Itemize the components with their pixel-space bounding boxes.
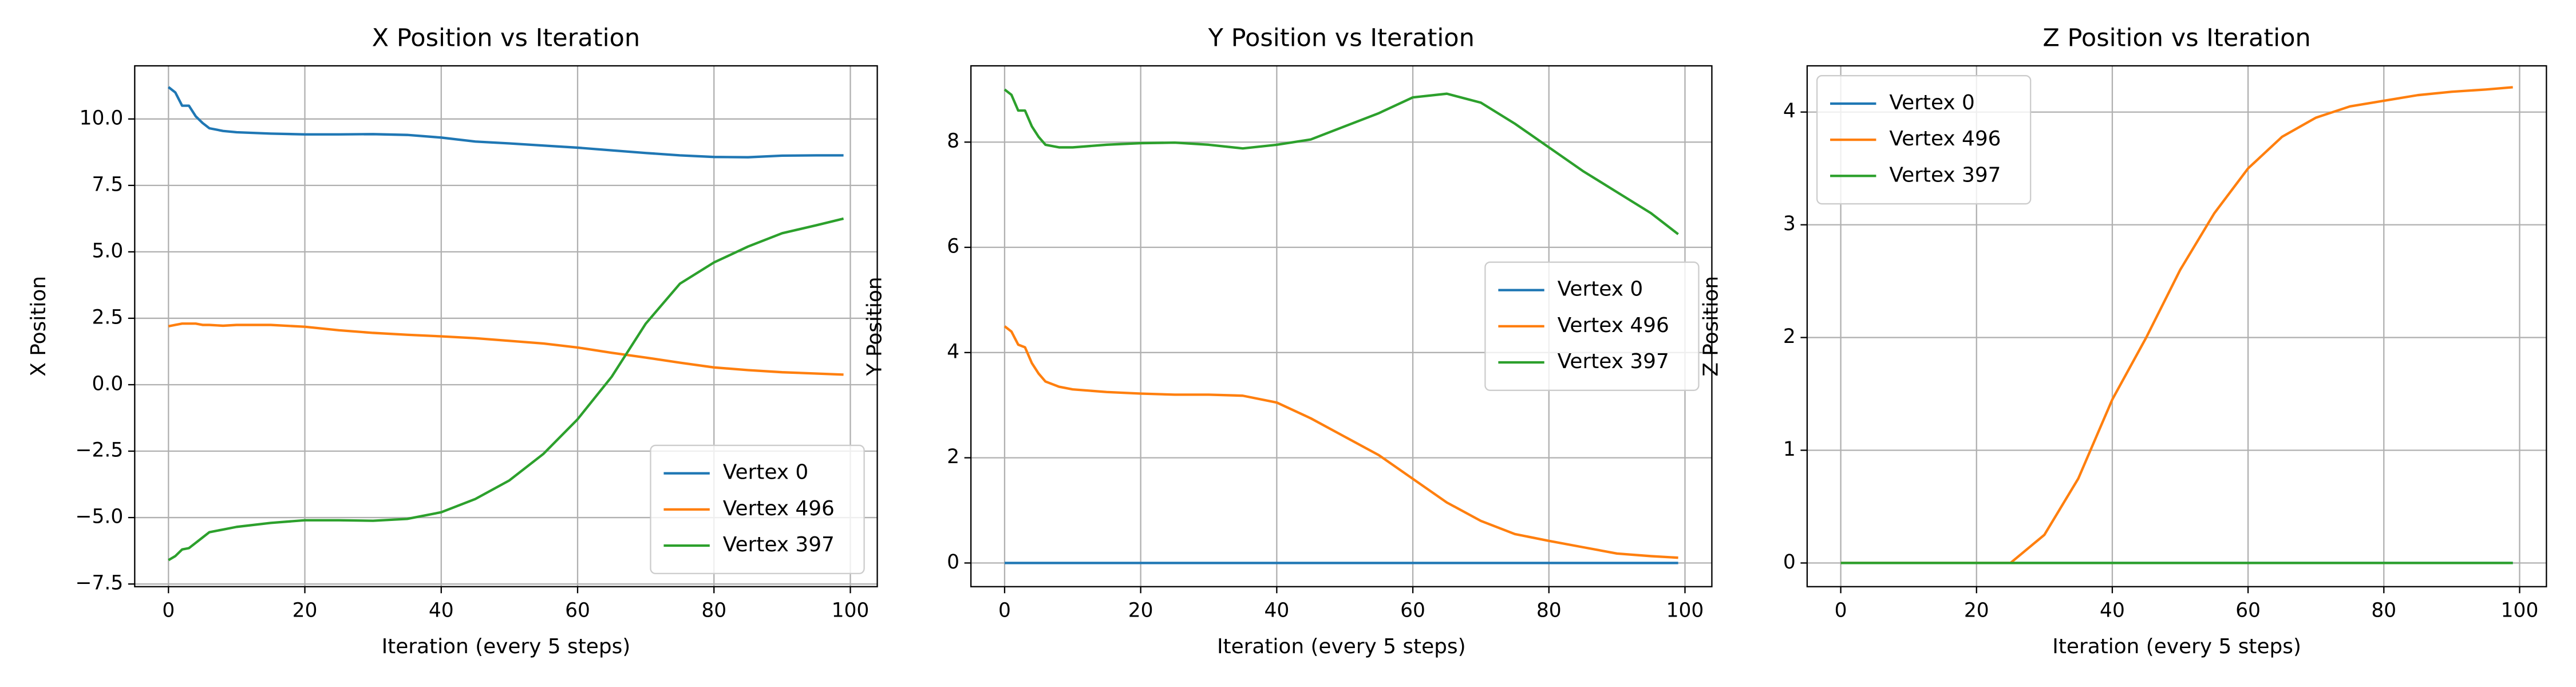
y-tick-label: 4 bbox=[947, 340, 959, 363]
x-tick-label: 40 bbox=[1264, 599, 1289, 622]
legend-label: Vertex 397 bbox=[1558, 350, 1669, 373]
series-line bbox=[1003, 325, 1678, 559]
x-tick-label: 20 bbox=[1964, 599, 1989, 622]
legend-box bbox=[650, 444, 865, 574]
y-tick-label: 0.0 bbox=[92, 372, 123, 395]
y-tick-label: 0 bbox=[947, 551, 959, 574]
y-axis-label: Z Position bbox=[1699, 276, 1722, 377]
legend-box bbox=[1816, 75, 2032, 205]
legend: Vertex 0 Vertex 496 Vertex 397 bbox=[650, 444, 865, 574]
series-line bbox=[1003, 88, 1679, 235]
axes-frame bbox=[1806, 65, 2547, 587]
series-line bbox=[168, 217, 844, 562]
y-tick-label: 5.0 bbox=[92, 239, 123, 262]
y-tick-label: 6 bbox=[947, 235, 959, 258]
x-tick-label: 80 bbox=[701, 599, 726, 622]
y-axis-label: X Position bbox=[27, 276, 50, 377]
x-axis-label: Iteration (every 5 steps) bbox=[2052, 635, 2301, 658]
subplot: X Position vs Iteration Iteration (every … bbox=[27, 24, 878, 658]
chart-title: Y Position vs Iteration bbox=[1208, 24, 1475, 53]
y-tick-label: 8 bbox=[947, 130, 959, 153]
x-axis-label: Iteration (every 5 steps) bbox=[1217, 635, 1466, 658]
y-tick-label: 10.0 bbox=[80, 106, 124, 129]
axes-frame bbox=[970, 65, 1713, 587]
legend-box bbox=[1484, 261, 1700, 391]
x-tick-label: 40 bbox=[429, 599, 454, 622]
y-tick-label: 3 bbox=[1783, 212, 1796, 235]
series-line bbox=[167, 86, 844, 159]
y-tick-label: 7.5 bbox=[92, 173, 123, 196]
x-axis-label: Iteration (every 5 steps) bbox=[382, 635, 631, 658]
legend: Vertex 0 Vertex 496 Vertex 397 bbox=[1484, 261, 1700, 391]
x-tick-label: 80 bbox=[1536, 599, 1562, 622]
x-tick-label: 100 bbox=[832, 599, 870, 622]
legend-label: Vertex 496 bbox=[1889, 127, 2001, 151]
legend-label: Vertex 397 bbox=[723, 533, 835, 556]
subplot: Y Position vs Iteration Iteration (every … bbox=[863, 24, 1713, 658]
y-tick-label: 4 bbox=[1783, 100, 1796, 123]
legend-label: Vertex 0 bbox=[1889, 91, 1974, 114]
y-axis-label: Y Position bbox=[863, 277, 887, 376]
x-tick-label: 60 bbox=[2235, 599, 2261, 622]
x-tick-label: 100 bbox=[2501, 599, 2539, 622]
y-tick-label: −7.5 bbox=[76, 572, 124, 595]
legend-label: Vertex 0 bbox=[723, 461, 808, 484]
series-line bbox=[168, 322, 844, 376]
subplot: Z Position vs Iteration Iteration (every … bbox=[1699, 24, 2547, 658]
x-tick-label: 60 bbox=[1400, 599, 1425, 622]
x-tick-label: 100 bbox=[1666, 599, 1704, 622]
legend-label: Vertex 496 bbox=[1558, 314, 1669, 337]
y-tick-label: 0 bbox=[1783, 551, 1796, 574]
legend: Vertex 0 Vertex 496 Vertex 397 bbox=[1816, 75, 2032, 205]
y-tick-label: 2 bbox=[1783, 325, 1796, 348]
x-tick-label: 0 bbox=[1835, 599, 1847, 622]
x-tick-label: 0 bbox=[162, 599, 175, 622]
y-tick-label: 1 bbox=[1783, 438, 1796, 461]
y-tick-label: 2 bbox=[947, 445, 959, 468]
x-tick-label: 60 bbox=[565, 599, 590, 622]
axes-frame bbox=[134, 65, 878, 587]
x-tick-label: 20 bbox=[293, 599, 318, 622]
y-tick-label: −2.5 bbox=[76, 439, 124, 462]
legend-label: Vertex 397 bbox=[1889, 163, 2001, 187]
legend-label: Vertex 0 bbox=[1558, 278, 1643, 301]
legend-label: Vertex 496 bbox=[723, 497, 835, 520]
x-tick-label: 80 bbox=[2371, 599, 2396, 622]
x-tick-label: 0 bbox=[998, 599, 1011, 622]
chart-title: X Position vs Iteration bbox=[372, 24, 640, 53]
x-tick-label: 40 bbox=[2100, 599, 2125, 622]
x-tick-label: 20 bbox=[1128, 599, 1153, 622]
chart-title: Z Position vs Iteration bbox=[2042, 24, 2310, 53]
y-tick-label: 2.5 bbox=[92, 306, 123, 329]
y-tick-label: −5.0 bbox=[76, 506, 124, 528]
